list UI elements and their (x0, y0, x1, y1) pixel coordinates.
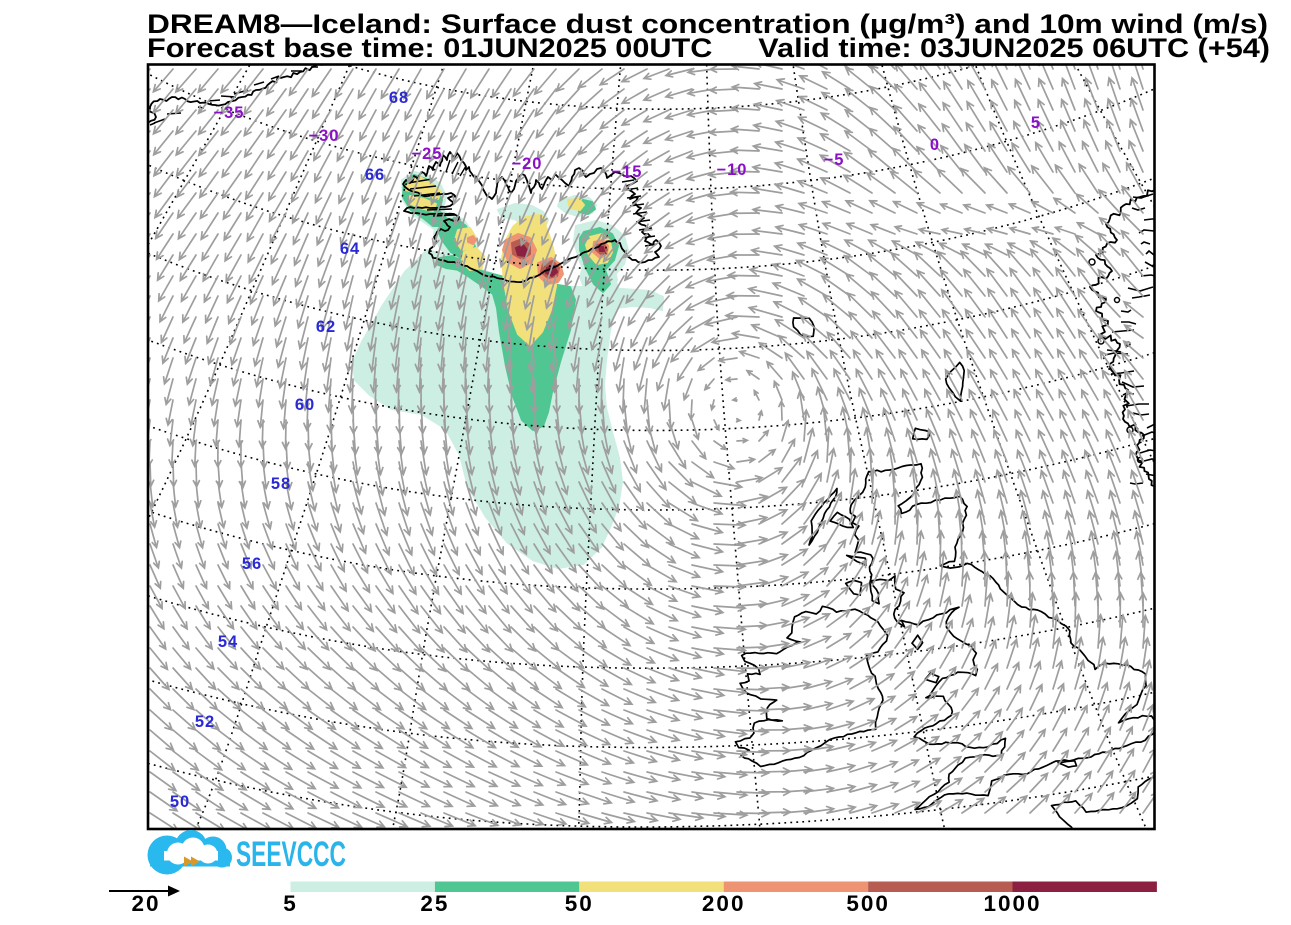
svg-text:5: 5 (283, 891, 298, 916)
svg-text:−15: −15 (612, 163, 643, 181)
svg-text:58: 58 (271, 475, 291, 493)
svg-text:200: 200 (702, 891, 746, 916)
svg-text:500: 500 (846, 891, 890, 916)
svg-text:68: 68 (389, 89, 409, 107)
svg-text:66: 66 (365, 166, 385, 184)
svg-text:SEEVCCC: SEEVCCC (236, 835, 346, 874)
svg-text:50: 50 (565, 891, 594, 916)
svg-text:−5: −5 (824, 151, 845, 169)
svg-text:64: 64 (340, 240, 360, 258)
svg-text:62: 62 (316, 318, 336, 336)
svg-text:DREAM8—Iceland: Surface dust c: DREAM8—Iceland: Surface dust concentrati… (147, 9, 1268, 39)
svg-text:−30: −30 (309, 127, 340, 145)
svg-text:54: 54 (218, 633, 238, 651)
svg-text:20: 20 (131, 891, 160, 916)
svg-text:52: 52 (195, 713, 215, 731)
svg-text:−25: −25 (412, 145, 443, 163)
svg-text:−35: −35 (214, 104, 245, 122)
svg-text:5: 5 (1031, 114, 1041, 132)
svg-text:60: 60 (295, 396, 315, 414)
svg-text:−10: −10 (717, 161, 748, 179)
svg-text:56: 56 (242, 555, 262, 573)
svg-text:25: 25 (420, 891, 449, 916)
svg-text:1000: 1000 (983, 891, 1041, 916)
svg-text:50: 50 (170, 793, 190, 811)
svg-text:0: 0 (930, 136, 940, 154)
svg-text:Forecast base time: 01JUN2025: Forecast base time: 01JUN2025 00UTC Vali… (147, 33, 1270, 63)
svg-text:−20: −20 (512, 155, 543, 173)
